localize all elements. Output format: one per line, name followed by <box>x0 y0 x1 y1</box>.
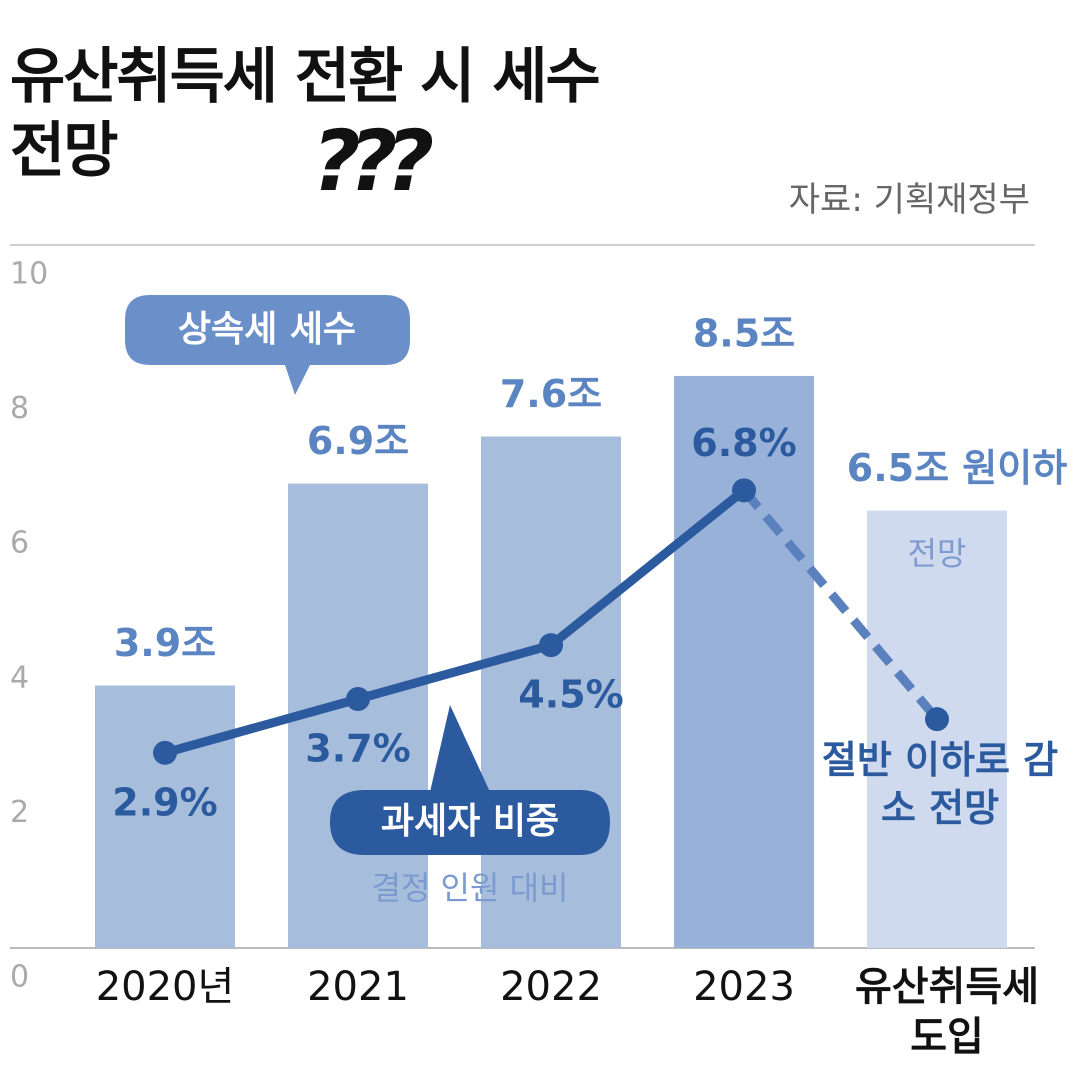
line-value-label: 2.9% <box>112 780 217 824</box>
bar-value-label: 8.5조 <box>693 311 795 355</box>
legend-bubble <box>125 295 410 395</box>
y-tick-label: 6 <box>10 526 29 561</box>
source: 자료: 기획재정부 <box>788 180 1030 220</box>
basis-note: 결정 인원 대비 <box>372 869 569 907</box>
y-tick-label: 2 <box>10 795 29 830</box>
chart-title: 유산취득세 전환 시 세수 전망 <box>10 42 601 186</box>
line-segment <box>356 640 553 704</box>
y-tick-label: 0 <box>10 960 29 995</box>
line-point <box>153 740 177 765</box>
line-value-label: 3.7% <box>305 726 410 770</box>
x-tick-label: 유산취득세 도입 <box>855 964 1039 1060</box>
line-point <box>925 707 949 732</box>
title-decoration: ??? <box>312 112 434 210</box>
line-segment <box>740 487 941 723</box>
bar-value-label: 6.9조 <box>307 419 409 463</box>
bar-value-label: 7.6조 <box>500 372 602 416</box>
x-tick-label: 2022 <box>500 964 602 1010</box>
y-tick-label: 10 <box>10 257 48 292</box>
y-tick-label: 4 <box>10 660 29 695</box>
x-tick-label: 2023 <box>693 964 795 1010</box>
y-tick-label: 8 <box>10 391 29 426</box>
x-tick-label: 2021 <box>307 964 409 1010</box>
line-segment <box>163 694 360 758</box>
legend-item: 상속세 세수 <box>125 295 410 395</box>
legend-label: 과세자 비중 <box>381 801 559 842</box>
bar <box>674 375 814 948</box>
legend-bubble <box>330 705 610 855</box>
outlook-note: 전망 <box>908 535 967 573</box>
bar <box>95 685 235 948</box>
line-point <box>346 686 370 711</box>
line-point <box>539 633 563 658</box>
bar-value-label: 6.5조 원이하 <box>847 446 1067 490</box>
line-value-label: 4.5% <box>518 673 623 717</box>
line-value-label: 6.8% <box>691 421 796 465</box>
legend-item: 과세자 비중 <box>330 705 610 855</box>
legend-label: 상속세 세수 <box>178 309 356 350</box>
bar-value-label: 3.9조 <box>114 621 216 665</box>
bar <box>481 436 621 948</box>
x-tick-label: 2020년 <box>95 964 235 1010</box>
line-point <box>732 478 756 503</box>
line-segment <box>548 486 747 649</box>
decline-note: 절반 이하로 감소 전망 <box>821 738 1059 830</box>
